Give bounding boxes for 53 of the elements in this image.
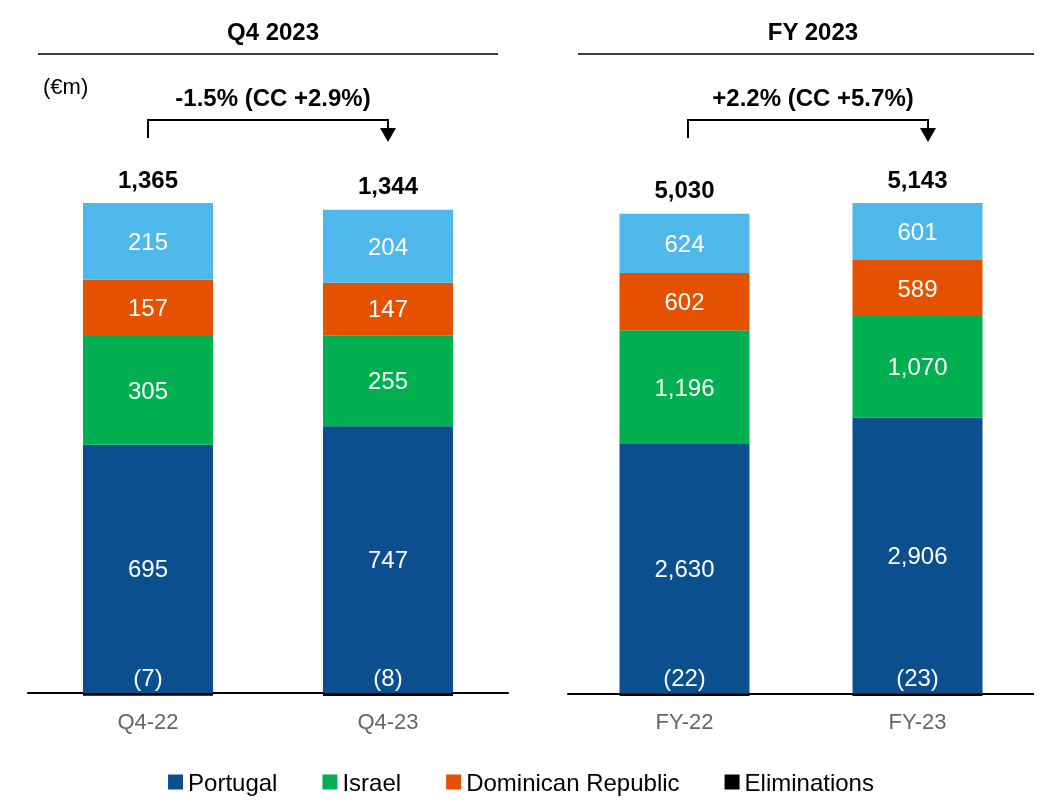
data-label: 1,196 [654,373,715,401]
text: +2.2% (CC +5.7%) [712,83,914,111]
chart-title: Q4 2023 [226,17,320,45]
data-label: 2,906 [887,542,948,570]
x-tick-label: Q4-22 [117,708,179,734]
data-label: 305 [127,376,169,404]
total-label: 1,365 [117,165,179,193]
legend-label: Israel [342,768,402,796]
bar [83,203,213,280]
data-label: (8) [373,663,403,691]
data-label: 157 [127,294,169,322]
data-label: 747 [367,546,409,574]
text: -1.5% (CC +2.9%) [175,83,371,111]
bar [83,279,213,336]
bar [619,273,750,331]
bar [323,335,453,427]
data-label: 215 [127,227,169,255]
bar [323,282,453,336]
bar [852,417,983,694]
bar [852,260,983,317]
bar [619,213,750,274]
bar [323,209,453,283]
data-label: 204 [367,232,409,260]
y-axis-title: (€m) [43,73,89,99]
data-label: (23) [896,664,939,692]
data-label: 624 [664,229,705,257]
data-label: 695 [127,555,169,583]
bar [852,203,983,261]
data-label: 2,630 [654,555,715,583]
data-label: (22) [663,664,706,692]
data-label: 589 [897,274,938,302]
data-label: 255 [367,367,409,395]
legend-label: Eliminations [744,768,874,796]
data-label: 1,070 [887,353,948,381]
x-tick-label: Q4-23 [357,708,419,734]
bar [619,330,750,444]
bar [83,444,213,694]
data-label: 601 [897,218,938,246]
data-label: (7) [133,663,163,691]
total-label: 5,030 [654,176,715,204]
x-tick-label: FY-22 [655,708,714,734]
bar [852,316,983,418]
bar [323,426,453,694]
bar [619,443,750,694]
data-label: 147 [367,295,409,323]
chart-title: FY 2023 [767,17,859,45]
total-label: 5,143 [887,165,948,193]
x-tick-label: FY-23 [888,708,947,734]
data-label: 602 [664,288,705,316]
bar [83,335,213,445]
legend-label: Portugal [188,768,278,796]
total-label: 1,344 [357,172,419,200]
legend-label: Dominican Republic [466,768,680,796]
